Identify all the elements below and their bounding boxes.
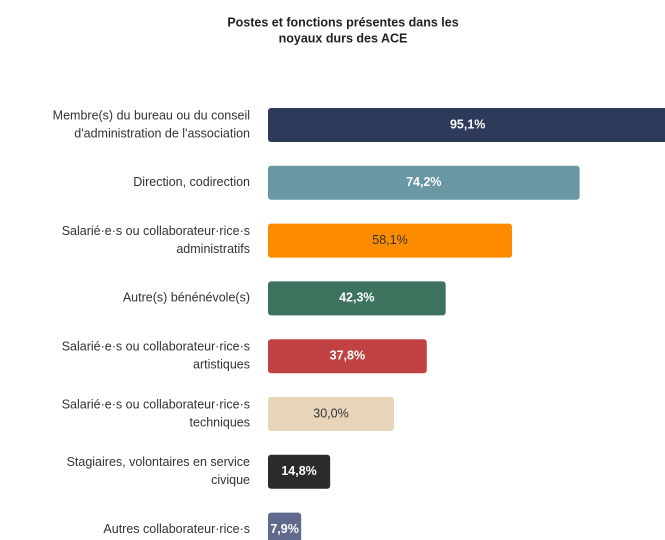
- chart-title: Postes et fonctions présentes dans les no…: [227, 15, 458, 45]
- bar: [268, 339, 427, 374]
- category-label: Salarié·e·s ou collaborateur·rice·s techn…: [62, 397, 250, 429]
- bar: [268, 512, 302, 540]
- bar: [268, 223, 513, 258]
- value-label: 7,9%: [270, 522, 299, 536]
- bar: [268, 108, 665, 142]
- value-label: 95,1%: [450, 117, 485, 131]
- bar: [268, 397, 394, 431]
- value-label: 58,1%: [372, 233, 407, 247]
- category-label: Autres collaborateur·rice·s: [103, 522, 250, 536]
- value-label: 37,8%: [330, 348, 365, 362]
- category-label: Salarié·e·s ou collaborateur·rice·s admin…: [62, 224, 250, 256]
- value-label: 42,3%: [339, 291, 374, 305]
- value-label: 74,2%: [406, 175, 441, 189]
- value-label: 14,8%: [281, 464, 316, 478]
- value-label: 30,0%: [313, 406, 348, 420]
- bar: [268, 454, 331, 489]
- bar: [268, 165, 580, 200]
- category-label: Salarié·e·s ou collaborateur·rice·s artis…: [62, 339, 250, 371]
- category-label: Stagiaires, volontaires en service civiqu…: [67, 455, 250, 487]
- category-label: Membre(s) du bureau ou du conseil d'admin…: [53, 108, 250, 140]
- category-label: Autre(s) bénénévole(s): [123, 291, 250, 305]
- bar: [268, 281, 446, 316]
- category-label: Direction, codirection: [133, 175, 250, 189]
